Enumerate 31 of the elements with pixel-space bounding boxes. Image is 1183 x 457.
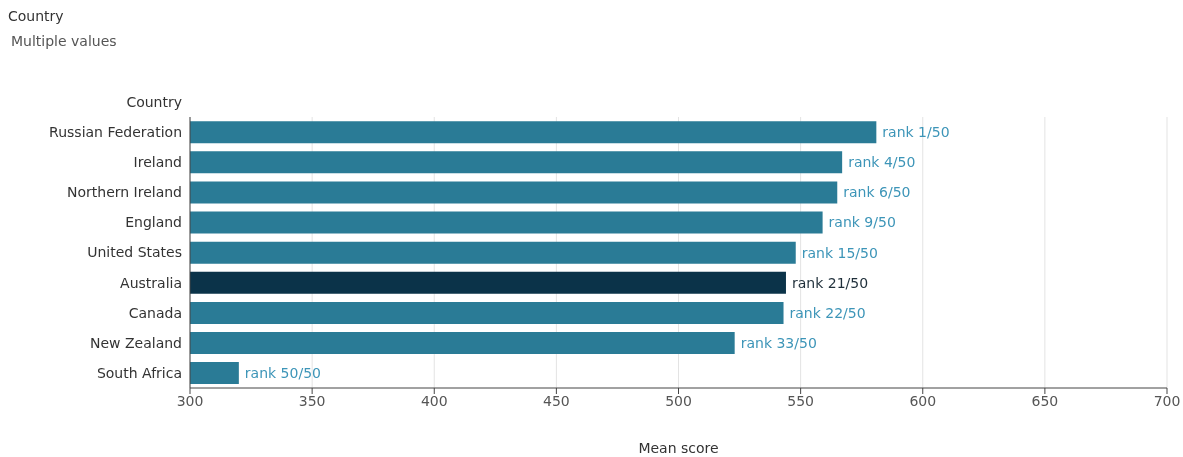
x-tick-label: 400 [420, 392, 448, 409]
data-label: rank 9/50 [828, 214, 896, 231]
data-label: rank 22/50 [789, 304, 866, 321]
x-tick-label: 350 [298, 392, 326, 409]
y-tick-label: Canada [128, 304, 182, 321]
x-tick-label: 650 [1031, 392, 1059, 409]
data-label: rank 6/50 [843, 184, 911, 201]
data-label: rank 33/50 [740, 334, 817, 351]
x-tick-label: 500 [665, 392, 692, 409]
x-tick-label: 300 [176, 392, 204, 409]
x-tick-label: 600 [909, 392, 937, 409]
y-tick-label: Russian Federation [49, 124, 182, 141]
y-tick-label: New Zealand [90, 334, 182, 351]
y-tick-label: Ireland [133, 154, 182, 171]
text: Country [8, 8, 64, 24]
text: Multiple values [11, 33, 117, 49]
data-label: rank 1/50 [882, 124, 950, 141]
y-tick-label: Northern Ireland [66, 184, 182, 201]
y-tick-label: England [125, 214, 182, 231]
x-tick-label: 700 [1153, 392, 1181, 409]
y-axis-title: Country [126, 94, 182, 110]
x-axis-title: Mean score [638, 440, 719, 456]
data-label: rank 15/50 [801, 244, 878, 261]
data-label: rank 21/50 [791, 274, 869, 291]
y-tick-label: United States [87, 244, 182, 261]
data-label: rank 50/50 [244, 365, 321, 381]
x-tick-label: 450 [543, 392, 570, 409]
data-label: rank 4/50 [848, 154, 916, 171]
y-tick-label: South Africa [96, 364, 182, 381]
y-tick-label: Australia [120, 274, 182, 291]
x-tick-label: 550 [787, 392, 814, 409]
